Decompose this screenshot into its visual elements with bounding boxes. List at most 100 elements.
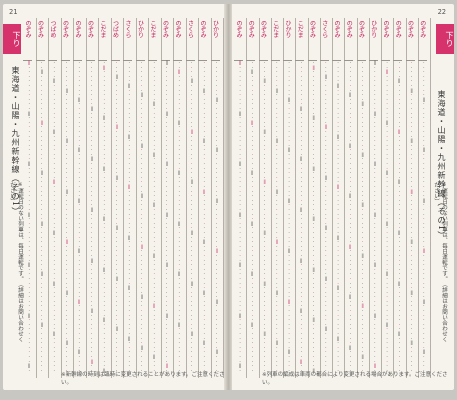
time-cell: · — [275, 234, 279, 240]
time-cell: · — [300, 248, 303, 254]
time-cell: · — [178, 243, 181, 249]
time-cell: · — [385, 64, 389, 70]
time-cell: · — [373, 225, 377, 231]
time-cell: · — [178, 317, 181, 323]
time-cell: · — [336, 105, 340, 111]
time-cell: · — [65, 202, 68, 208]
train-name: こだま — [270, 18, 280, 61]
time-cell: · — [336, 138, 340, 144]
time-cell: ‖ — [385, 170, 389, 176]
time-cell: · — [349, 363, 352, 369]
time-cell: · — [410, 197, 413, 203]
time-cell: · — [300, 344, 303, 350]
time-cell: · — [398, 188, 401, 194]
time-cell: · — [263, 271, 266, 277]
time-cell: · — [385, 303, 389, 309]
time-cell: · — [385, 133, 389, 139]
time-cell: · — [410, 92, 413, 98]
time-cell: · — [373, 248, 377, 254]
time-cell: · — [422, 285, 426, 291]
time-cell: · — [203, 64, 206, 70]
time-cell: · — [263, 262, 266, 268]
time-cell: · — [165, 340, 168, 346]
time-cell: · — [90, 335, 93, 341]
time-cell: · — [178, 147, 181, 153]
time-cell: · — [153, 331, 156, 337]
time-cell: ‖ — [128, 335, 131, 341]
time-cell: · — [251, 197, 254, 203]
time-cell: · — [238, 321, 242, 327]
time-cell: · — [373, 229, 377, 235]
time-cell: · — [263, 110, 266, 116]
time-cell: · — [385, 257, 389, 263]
time-cell: · — [275, 262, 279, 268]
time-cell: · — [53, 308, 56, 314]
train-name: のぞみ — [332, 18, 341, 61]
time-cell: · — [53, 60, 56, 65]
time-cell: ‖ — [373, 110, 377, 116]
time-cell: · — [398, 367, 401, 373]
time-cell: · — [422, 252, 426, 258]
time-cell: · — [251, 239, 254, 245]
train-column: のぞみ · · ‖ · · · · · · · · · · ‖ · · · · · · · · · · ‖ · · · · · · · · · · ‖ ·… — [381, 18, 395, 378]
time-cell: · — [103, 271, 106, 277]
time-cell: · — [238, 73, 242, 79]
time-cell: · — [65, 184, 68, 190]
time-cell: · — [65, 147, 68, 153]
time-cell: · — [336, 69, 340, 75]
time-cell: · — [312, 354, 315, 359]
time-cell: · — [361, 262, 364, 268]
time-cell: · — [251, 275, 254, 281]
time-cell: · — [140, 239, 143, 245]
time-cell: · — [40, 147, 43, 153]
time-cell: · — [263, 326, 266, 332]
time-cell: · — [90, 326, 93, 332]
time-cell: · — [238, 138, 242, 144]
time-cell: · — [40, 303, 43, 309]
time-cell: · — [300, 202, 303, 208]
time-cell: · — [398, 275, 401, 281]
time-cell: · — [349, 225, 352, 231]
time-cell: · — [349, 321, 352, 327]
time-cell: · — [349, 211, 352, 217]
time-cell: · — [178, 161, 181, 167]
time-cell: · — [178, 165, 181, 171]
time-cell: · — [398, 248, 401, 254]
time-cell: · — [287, 161, 291, 167]
time-cell: · — [251, 138, 254, 144]
time-cell: · — [103, 87, 106, 93]
time-cell: ‖ — [398, 128, 401, 134]
time-cell: · — [410, 124, 413, 130]
time-cell: · — [398, 184, 401, 190]
time-cell: · — [215, 225, 218, 231]
time-cell: · — [373, 349, 377, 355]
time-cell: · — [165, 184, 168, 190]
time-cell: ‖ — [263, 78, 266, 84]
time-cell: · — [65, 96, 68, 102]
train-column: ひかり ‖ · · · · · · · · · · ‖ · · · · · · · · · · ‖ · · · · · · · · · · ‖ · · ·… — [368, 18, 382, 378]
time-cell: · — [410, 294, 413, 300]
time-cell: ‖ — [336, 234, 340, 240]
time-cell: · — [103, 207, 106, 212]
time-cell: · — [215, 92, 218, 98]
time-cell: · — [287, 124, 291, 130]
time-cell: · — [153, 82, 156, 88]
time-cell: ‖ — [361, 252, 364, 258]
time-cell: · — [398, 234, 401, 240]
train-column: のぞみ · · · · · · · · ‖ · · · · · · · · · · ‖ · · · · · · · · · · ‖ · · · · · ·… — [73, 18, 87, 378]
time-cell: · — [140, 248, 143, 254]
time-cell: · — [128, 119, 131, 125]
time-cell: · — [373, 147, 377, 153]
time-cell: · — [28, 266, 31, 272]
time-cell: · — [287, 165, 291, 171]
time-cell: · — [65, 207, 68, 212]
time-cell: · — [65, 92, 68, 98]
time-cell: · — [103, 363, 106, 369]
train-column: こだま · ‖ · · · · · · · · · · ‖ · · · · · · · · · · ‖ · · · · · · · · · · ‖ · ·… — [98, 18, 112, 378]
time-cell: · — [215, 60, 218, 65]
time-cell: · — [153, 179, 156, 185]
time-cell: · — [190, 156, 193, 162]
time-cell: · — [398, 119, 401, 125]
time-cell: ‖ — [190, 179, 193, 185]
train-name: のぞみ — [198, 18, 207, 61]
